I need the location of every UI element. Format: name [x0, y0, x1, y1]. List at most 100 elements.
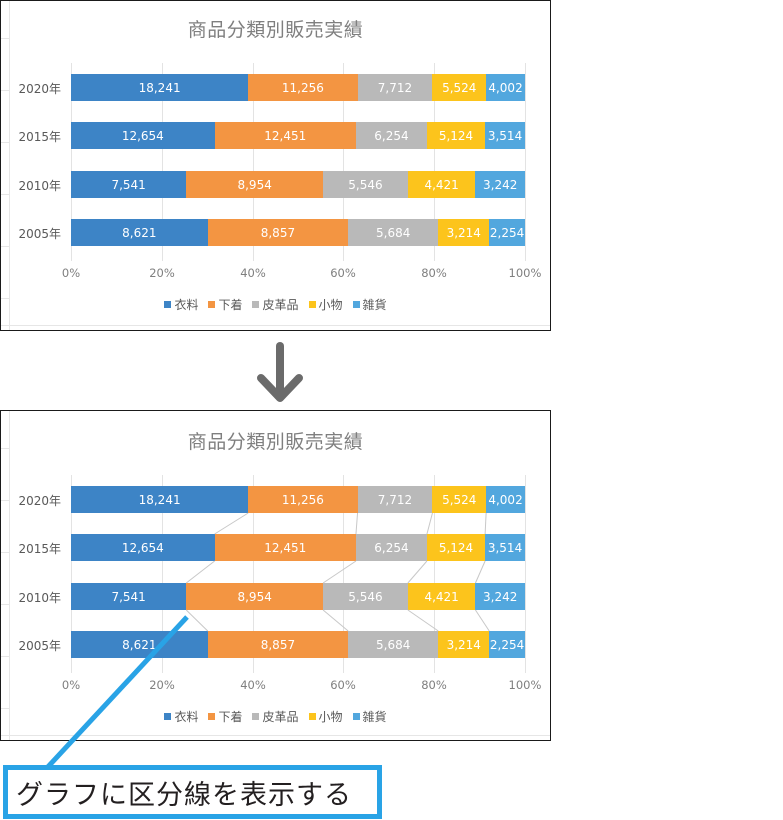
bar-segment[interactable]: 7,712 [357, 74, 433, 101]
bar-segment[interactable]: 12,654 [71, 534, 215, 561]
legend-item[interactable]: 衣料 [164, 296, 198, 313]
legend-label: 下着 [218, 710, 243, 724]
legend-item[interactable]: 小物 [308, 708, 343, 725]
bar-segment[interactable]: 6,254 [355, 534, 427, 561]
legend-label: 衣料 [174, 710, 199, 724]
x-axis-tick-label: 60% [330, 266, 356, 280]
bar-segment[interactable]: 5,524 [432, 74, 487, 101]
bar-row[interactable]: 18,241 11,256 7,712 5,524 4,002 [71, 486, 525, 513]
bar-row[interactable]: 7,541 8,954 5,546 4,421 3,242 [71, 583, 525, 610]
bar-segment[interactable]: 3,514 [485, 534, 525, 561]
gridline [253, 63, 254, 261]
legend-label: 雑貨 [362, 298, 387, 312]
bar-segment[interactable]: 5,546 [323, 171, 408, 198]
bar-row[interactable]: 18,241 11,256 7,712 5,524 4,002 [71, 74, 525, 101]
x-axis-tick-label: 20% [149, 266, 175, 280]
chart-after[interactable]: 商品分類別販売実績 0% 20% 40% 60% 80% 100% 2020年 18,241 1… [0, 410, 551, 741]
legend-item[interactable]: 下着 [208, 296, 242, 313]
legend-swatch-icon [308, 301, 316, 308]
bar-segment[interactable]: 7,541 [71, 583, 187, 610]
legend-label: 小物 [318, 710, 343, 724]
x-axis-tick-label: 0% [61, 266, 81, 280]
gridline [253, 475, 254, 673]
bar-segment[interactable]: 8,857 [207, 631, 349, 658]
bar-segment[interactable]: 4,421 [407, 171, 476, 198]
gridline [343, 475, 344, 673]
bar-row[interactable]: 7,541 8,954 5,546 4,421 3,242 [71, 171, 525, 198]
bar-segment[interactable]: 5,124 [426, 122, 486, 149]
bar-segment[interactable]: 4,002 [486, 74, 525, 101]
y-axis-category-label: 2020年 [18, 494, 61, 508]
bar-segment[interactable]: 3,242 [475, 583, 525, 610]
gridline [525, 63, 526, 261]
legend-label: 皮革品 [262, 298, 299, 312]
bar-segment[interactable]: 5,546 [323, 583, 408, 610]
bar-segment[interactable]: 8,954 [186, 583, 324, 610]
bar-segment[interactable]: 18,241 [71, 486, 249, 513]
y-axis-category-label: 2020年 [18, 82, 61, 96]
legend-item[interactable]: 衣料 [164, 708, 198, 725]
bar-segment[interactable]: 12,451 [214, 534, 356, 561]
bar-segment[interactable]: 4,421 [407, 583, 476, 610]
bar-segment[interactable]: 12,654 [71, 122, 215, 149]
bar-segment[interactable]: 8,954 [186, 171, 324, 198]
gridline [343, 63, 344, 261]
bar-row[interactable]: 12,654 12,451 6,254 5,124 3,514 [71, 122, 525, 149]
bar-segment[interactable]: 11,256 [248, 486, 358, 513]
x-axis-tick-label: 80% [421, 266, 447, 280]
bar-segment[interactable]: 3,514 [485, 122, 525, 149]
chart-legend[interactable]: 衣料 下着 皮革品 小物 雑貨 [1, 296, 550, 313]
legend-item[interactable]: 雑貨 [352, 296, 387, 313]
legend-label: 下着 [218, 298, 243, 312]
legend-item[interactable]: 雑貨 [352, 708, 387, 725]
legend-swatch-icon [352, 301, 360, 308]
sheet-column-edge [1, 325, 550, 330]
legend-item[interactable]: 皮革品 [252, 708, 299, 725]
legend-swatch-icon [308, 713, 316, 720]
bar-segment[interactable]: 6,254 [355, 122, 427, 149]
bar-segment[interactable]: 3,214 [438, 219, 490, 246]
x-axis-tick-label: 40% [240, 266, 266, 280]
sheet-row-edge [1, 1, 10, 330]
legend-swatch-icon [252, 713, 260, 720]
bar-row[interactable]: 8,621 8,857 5,684 3,214 2,254 [71, 219, 525, 246]
bar-segment[interactable]: 5,684 [348, 631, 439, 658]
chart-before[interactable]: 商品分類別販売実績 0% 20% 40% 60% 80% 100% 2020年 18,241 1… [0, 0, 551, 331]
gridline [525, 475, 526, 673]
bar-segment[interactable]: 7,541 [71, 171, 187, 198]
legend-swatch-icon [164, 301, 172, 308]
legend-item[interactable]: 下着 [208, 708, 242, 725]
y-axis-category-label: 2005年 [18, 227, 61, 241]
gridline [71, 63, 72, 261]
bar-segment[interactable]: 5,684 [348, 219, 439, 246]
legend-swatch-icon [352, 713, 360, 720]
bar-segment[interactable]: 8,621 [71, 219, 208, 246]
bar-segment[interactable]: 5,124 [426, 534, 486, 561]
bar-segment[interactable]: 11,256 [248, 74, 358, 101]
callout-box: グラフに区分線を表示する [3, 765, 382, 819]
legend-item[interactable]: 小物 [308, 296, 343, 313]
bar-segment[interactable]: 12,451 [214, 122, 356, 149]
chart-title[interactable]: 商品分類別販売実績 [187, 431, 364, 453]
bar-segment[interactable]: 5,524 [432, 486, 487, 513]
legend-label: 衣料 [174, 298, 199, 312]
gridline [434, 63, 435, 261]
chart-title[interactable]: 商品分類別販売実績 [187, 19, 364, 41]
legend-label: 雑貨 [362, 710, 387, 724]
gridline [162, 63, 163, 261]
bar-row[interactable]: 12,654 12,451 6,254 5,124 3,514 [71, 534, 525, 561]
bar-segment[interactable]: 2,254 [489, 219, 525, 246]
chart-legend[interactable]: 衣料 下着 皮革品 小物 雑貨 [1, 708, 550, 725]
bar-segment[interactable]: 4,002 [486, 486, 525, 513]
bar-segment[interactable]: 3,242 [475, 171, 525, 198]
bar-segment[interactable]: 2,254 [489, 631, 525, 658]
bar-segment[interactable]: 7,712 [357, 486, 433, 513]
bar-segment[interactable]: 18,241 [71, 74, 249, 101]
legend-item[interactable]: 皮革品 [252, 296, 299, 313]
legend-swatch-icon [164, 713, 172, 720]
bar-segment[interactable]: 8,857 [207, 219, 349, 246]
legend-swatch-icon [252, 301, 260, 308]
bar-segment[interactable]: 3,214 [438, 631, 490, 658]
legend-label: 小物 [318, 298, 343, 312]
gridline [162, 475, 163, 673]
